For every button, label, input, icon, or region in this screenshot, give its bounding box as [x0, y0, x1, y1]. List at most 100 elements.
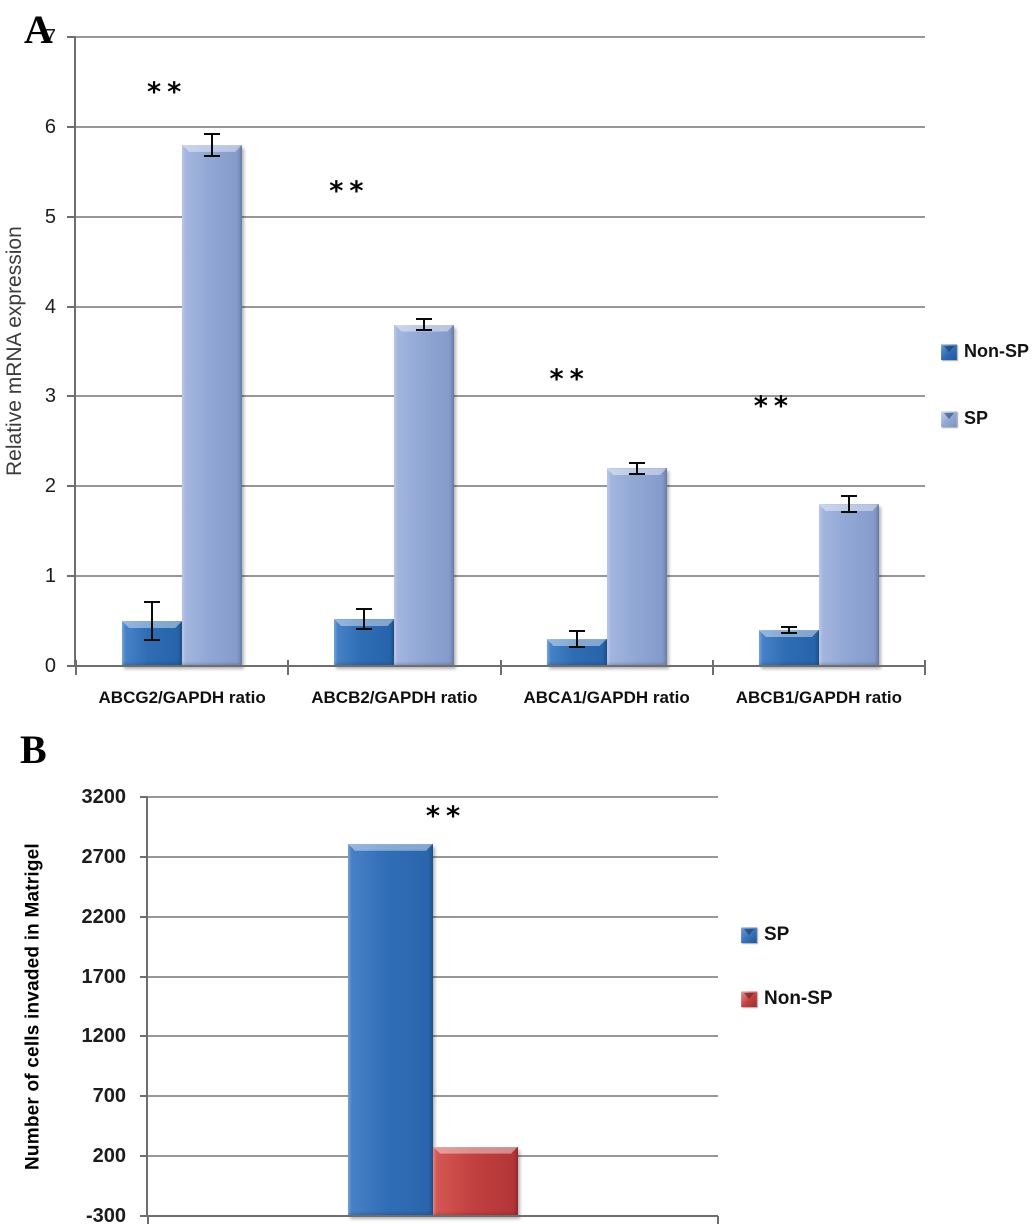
x-category-label: ABCB2/GAPDH ratio	[311, 688, 478, 707]
y-tick-mark	[67, 125, 76, 128]
y-tick-mark	[67, 395, 76, 398]
error-bar-stem	[575, 630, 578, 649]
gridline	[76, 305, 925, 308]
x-tick-mark	[711, 660, 714, 675]
y-tick-label: 7	[44, 26, 56, 48]
error-bar-cap-bottom	[144, 638, 161, 641]
y-tick-label: 2700	[81, 845, 127, 868]
y-tick-mark	[140, 855, 148, 858]
x-category-label: ABCB1/GAPDH ratio	[735, 688, 902, 707]
y-tick-label: 5	[44, 205, 56, 228]
bar-non-sp-3	[758, 630, 819, 666]
x-category-label: ABCA1/GAPDH ratio	[523, 688, 690, 707]
significance-stars: **	[147, 76, 188, 108]
bar-sp-0	[182, 144, 243, 666]
error-bar-cap-bottom	[204, 154, 221, 157]
y-tick-label: 2	[44, 475, 56, 498]
panel-b-label: B	[20, 727, 47, 772]
bar-sp-2	[606, 468, 667, 666]
y-tick-mark	[67, 305, 76, 308]
error-bar-stem	[211, 133, 214, 157]
panel-a-legend-item-nonsp: Non-SP	[941, 341, 1029, 362]
legend-label-nonsp: Non-SP	[964, 341, 1029, 361]
y-tick-mark	[67, 575, 76, 578]
panel-b-legend-item-nonsp: Non-SP	[741, 988, 833, 1010]
x-tick-mark	[147, 1216, 149, 1224]
error-bar-cap-top	[416, 318, 433, 321]
y-axis-line	[74, 37, 76, 666]
error-bar-cap-top	[144, 601, 161, 604]
y-tick-label: 1700	[81, 965, 127, 988]
error-bar-cap-top	[568, 630, 585, 633]
x-axis-line	[74, 665, 925, 667]
y-tick-label: 700	[92, 1085, 126, 1108]
error-bar-cap-top	[628, 462, 645, 465]
error-bar-cap-top	[204, 133, 221, 136]
x-tick-mark	[287, 660, 290, 675]
y-tick-label: 4	[44, 295, 56, 318]
y-tick-label: 3	[44, 385, 56, 408]
gridline	[148, 915, 718, 918]
gridline	[148, 1035, 718, 1038]
y-tick-label: 3200	[81, 786, 127, 808]
significance-stars: **	[425, 800, 467, 832]
error-bar-cap-bottom	[416, 328, 433, 331]
gridline	[76, 36, 925, 38]
error-bar-cap-bottom	[628, 472, 645, 475]
panel-a-legend-item-sp: SP	[941, 408, 988, 429]
error-bar-stem	[363, 608, 366, 631]
bar-sp-0	[348, 843, 433, 1216]
error-bar-stem	[847, 495, 850, 514]
y-tick-label: -300	[85, 1205, 126, 1224]
gridline	[148, 796, 718, 798]
error-bar-cap-top	[840, 495, 857, 498]
y-tick-mark	[140, 1035, 148, 1038]
error-bar-non-sp-1	[356, 608, 373, 631]
y-tick-mark	[67, 36, 76, 38]
bar-sp-3	[818, 504, 879, 666]
error-bar-cap-bottom	[568, 646, 585, 649]
y-tick-mark	[140, 1215, 148, 1217]
error-bar-stem	[635, 462, 638, 475]
gridline	[76, 125, 925, 128]
y-tick-label: 2200	[81, 905, 127, 928]
panel-a-label: A	[24, 7, 53, 52]
y-tick-label: 6	[44, 115, 56, 138]
y-tick-mark	[140, 1155, 148, 1158]
error-bar-stem	[423, 318, 426, 331]
error-bar-sp-3	[840, 495, 857, 514]
significance-stars: **	[549, 364, 590, 396]
gridline	[76, 215, 925, 218]
sp-swatch-icon	[941, 410, 957, 427]
error-bar-sp-2	[628, 462, 645, 475]
gridline	[148, 855, 718, 858]
y-tick-mark	[67, 485, 76, 488]
significance-stars: **	[329, 175, 370, 207]
x-axis-line	[146, 1215, 718, 1217]
x-category-label: ABCG2/GAPDH ratio	[98, 688, 266, 707]
panel-b-legend-item-sp: SP	[741, 924, 789, 946]
error-bar-stem	[787, 626, 790, 634]
x-tick-mark	[75, 660, 77, 675]
legend-label-nonsp: Non-SP	[764, 988, 833, 1009]
error-bar-non-sp-0	[144, 601, 161, 641]
y-tick-mark	[67, 665, 76, 667]
y-tick-mark	[140, 1095, 148, 1098]
gridline	[76, 575, 925, 578]
error-bar-stem	[151, 601, 154, 641]
error-bar-cap-top	[356, 608, 373, 611]
error-bar-cap-bottom	[356, 628, 373, 631]
y-tick-label: 1	[44, 565, 56, 588]
gridline	[148, 975, 718, 978]
gridline	[148, 1095, 718, 1098]
bar-sp-1	[394, 324, 455, 666]
error-bar-sp-1	[416, 318, 433, 331]
y-axis-line	[146, 797, 148, 1216]
y-tick-label: 0	[44, 655, 56, 677]
error-bar-cap-top	[780, 626, 797, 629]
bar-non-sp-0	[433, 1146, 518, 1216]
gridline	[76, 395, 925, 398]
x-tick-mark	[499, 660, 502, 675]
error-bar-non-sp-2	[568, 630, 585, 649]
